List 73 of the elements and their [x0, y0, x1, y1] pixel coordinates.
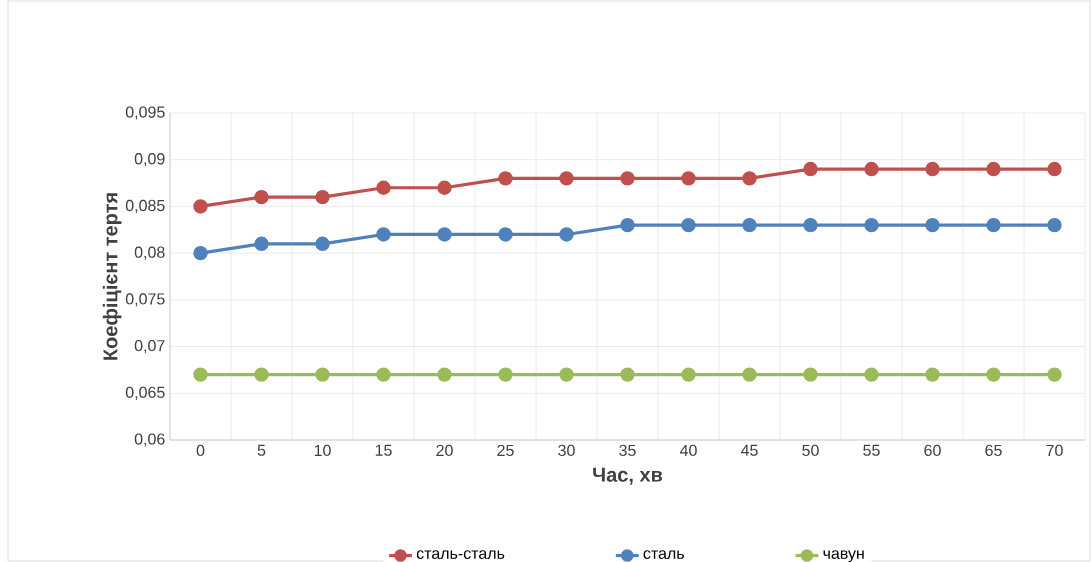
- x-tick-label: 65: [985, 444, 1002, 457]
- y-tick-label: 0,06: [134, 433, 165, 447]
- x-tick-label: 35: [619, 444, 636, 457]
- point: [254, 189, 269, 205]
- legend-label: чавун: [823, 550, 864, 562]
- point: [803, 161, 818, 177]
- y-tick-label: 0,085: [125, 199, 165, 214]
- x-tick-label: 0: [196, 444, 205, 457]
- x-tick-label: 10: [314, 444, 331, 457]
- point: [864, 161, 879, 177]
- point: [193, 245, 208, 261]
- x-tick-label: 30: [558, 444, 575, 457]
- point: [437, 180, 452, 195]
- point: [559, 171, 574, 186]
- point: [681, 171, 696, 186]
- point: [559, 227, 574, 242]
- x-tick-label: 25: [497, 444, 514, 457]
- point: [315, 367, 330, 382]
- point: [803, 217, 818, 233]
- y-axis-title: Коефіцієнт тертя: [102, 193, 122, 360]
- point: [193, 367, 208, 382]
- y-tick-label: 0,065: [125, 386, 165, 400]
- point: [864, 217, 879, 233]
- y-tick-label: 0,08: [134, 246, 165, 260]
- x-tick-label: 20: [436, 444, 453, 457]
- point: [803, 367, 818, 382]
- point: [254, 236, 269, 251]
- point: [620, 171, 635, 186]
- point: [864, 367, 879, 382]
- point: [620, 217, 635, 233]
- point: [925, 161, 940, 177]
- point: [681, 367, 696, 382]
- x-tick-label: 5: [257, 444, 266, 456]
- point: [315, 236, 330, 251]
- x-axis-title: Час, хв: [593, 467, 663, 485]
- x-tick-label: 55: [863, 444, 880, 456]
- point: [742, 367, 757, 382]
- point: [498, 367, 513, 382]
- point: [986, 161, 1001, 177]
- point: [742, 217, 757, 233]
- point: [376, 367, 391, 382]
- point: [376, 227, 391, 242]
- x-tick-label: 70: [1046, 444, 1063, 457]
- point: [193, 199, 208, 214]
- x-tick-label: 45: [740, 444, 758, 456]
- point: [986, 217, 1001, 233]
- y-tick-label: 0,075: [125, 293, 165, 307]
- point: [437, 367, 452, 382]
- point: [620, 367, 635, 382]
- point: [925, 367, 940, 382]
- x-tick-label: 50: [802, 444, 819, 457]
- point: [1047, 367, 1062, 382]
- y-tick-label: 0,095: [125, 106, 165, 120]
- point: [254, 367, 269, 382]
- point: [315, 189, 330, 205]
- point: [681, 217, 696, 233]
- point: [1047, 161, 1062, 177]
- point: [925, 217, 940, 233]
- x-tick-label: 15: [375, 444, 392, 456]
- x-tick-label: 40: [679, 444, 697, 457]
- point: [498, 171, 513, 186]
- y-tick-label: 0,09: [134, 153, 165, 167]
- point: [986, 367, 1001, 382]
- point: [1047, 217, 1062, 233]
- point: [376, 180, 391, 195]
- point: [742, 171, 757, 186]
- legend-label: сталь-сталь: [416, 550, 505, 559]
- point: [498, 227, 513, 242]
- y-tick-label: 0,07: [134, 339, 165, 354]
- point: [559, 367, 574, 382]
- x-tick-label: 60: [924, 444, 941, 457]
- point: [437, 227, 452, 242]
- legend-label: сталь: [643, 550, 684, 559]
